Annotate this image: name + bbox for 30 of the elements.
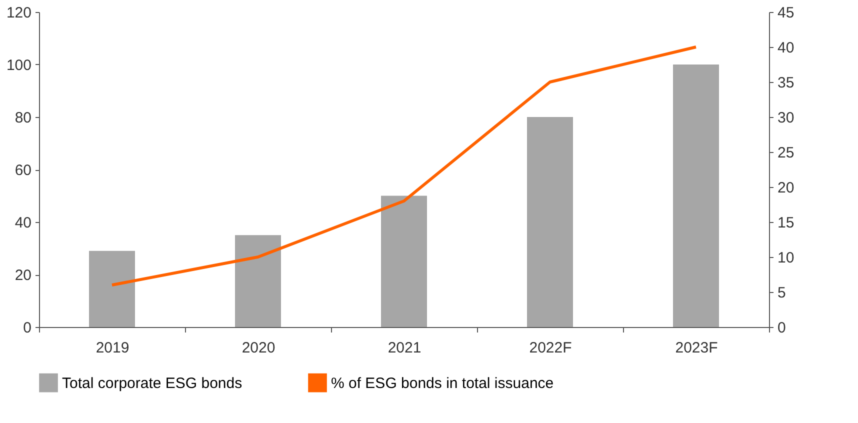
y2-tick-label: 25: [778, 144, 794, 162]
bar: [89, 250, 135, 327]
x-tick-label: 2019: [96, 340, 130, 356]
y2-tick-label: 45: [778, 4, 794, 22]
y-tick-label: 120: [6, 4, 32, 22]
y-tick-label: 40: [14, 214, 32, 232]
bar: [527, 117, 573, 327]
bar: [381, 196, 427, 327]
y2-tick-label: 30: [778, 110, 794, 126]
y2-tick-label: 0: [778, 320, 786, 336]
bar: [673, 64, 719, 327]
bar: [235, 235, 281, 327]
y-tick-label: 60: [14, 162, 32, 179]
legend-label: Total corporate ESG bonds: [62, 374, 242, 392]
y-tick-label: 80: [14, 110, 32, 126]
x-tick-label: 2022F: [529, 340, 572, 356]
line-series: [110, 46, 698, 286]
y2-tick-label: 15: [778, 214, 794, 232]
legend-label: % of ESG bonds in total issuance: [331, 374, 554, 392]
x-tick-label: 2023F: [675, 340, 718, 356]
y-tick-label: 20: [14, 267, 32, 284]
y2-tick-label: 35: [778, 74, 794, 92]
y2-tick-label: 20: [778, 180, 794, 196]
y-tick-label: 0: [23, 320, 32, 336]
y2-tick-label: 10: [778, 250, 794, 266]
y-tick-label: 100: [6, 57, 32, 74]
y2-tick-label: 40: [778, 40, 794, 56]
x-tick-label: 2021: [388, 340, 422, 356]
y2-tick-label: 5: [778, 284, 786, 302]
x-tick-label: 2020: [242, 340, 276, 356]
